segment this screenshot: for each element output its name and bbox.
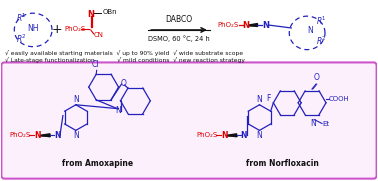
Text: from Amoxapine: from Amoxapine bbox=[62, 159, 133, 168]
Text: N: N bbox=[116, 106, 121, 115]
Polygon shape bbox=[249, 24, 257, 26]
Text: PhO₂S: PhO₂S bbox=[196, 132, 217, 138]
Polygon shape bbox=[227, 134, 237, 137]
Polygon shape bbox=[40, 134, 50, 137]
Text: N: N bbox=[221, 131, 227, 140]
Text: PhO₂S: PhO₂S bbox=[218, 22, 239, 28]
Text: N: N bbox=[243, 20, 249, 30]
Text: DABCO: DABCO bbox=[166, 15, 193, 24]
Text: COOH: COOH bbox=[329, 96, 350, 102]
Text: N: N bbox=[34, 131, 41, 140]
Text: N: N bbox=[262, 20, 270, 30]
Text: N: N bbox=[241, 131, 247, 140]
Text: Cl: Cl bbox=[92, 60, 99, 69]
Text: √ Late-stage functionalization            √ mild conditions  √ new reaction stra: √ Late-stage functionalization √ mild co… bbox=[5, 58, 245, 64]
Text: N: N bbox=[257, 95, 262, 104]
Text: from Norfloxacin: from Norfloxacin bbox=[246, 159, 319, 168]
Text: OBn: OBn bbox=[103, 9, 117, 15]
Text: N: N bbox=[73, 95, 79, 104]
Text: NH: NH bbox=[27, 24, 39, 33]
Text: $R^2$: $R^2$ bbox=[316, 35, 327, 47]
Text: O: O bbox=[121, 79, 126, 88]
Text: F: F bbox=[266, 94, 270, 103]
Text: N: N bbox=[257, 131, 262, 140]
Text: DSMO, 60 °C, 24 h: DSMO, 60 °C, 24 h bbox=[148, 35, 210, 42]
Text: O: O bbox=[314, 73, 320, 82]
Text: +: + bbox=[52, 24, 62, 36]
Text: PhO₂S: PhO₂S bbox=[64, 26, 85, 32]
Text: √ easily available starting materials  √ up to 90% yield  √ wide substrate scope: √ easily available starting materials √ … bbox=[5, 50, 243, 56]
Text: Et: Et bbox=[322, 121, 329, 127]
FancyBboxPatch shape bbox=[2, 62, 376, 179]
Text: N: N bbox=[307, 26, 313, 35]
Text: $R^2$: $R^2$ bbox=[16, 33, 27, 45]
Text: $R^1$: $R^1$ bbox=[316, 15, 327, 27]
Text: CN: CN bbox=[94, 32, 104, 38]
Text: N: N bbox=[87, 10, 94, 19]
Text: N: N bbox=[54, 131, 60, 140]
Text: $R^1$: $R^1$ bbox=[16, 12, 27, 24]
Text: N: N bbox=[73, 131, 79, 140]
Text: N: N bbox=[310, 119, 316, 128]
Text: PhO₂S: PhO₂S bbox=[9, 132, 31, 138]
